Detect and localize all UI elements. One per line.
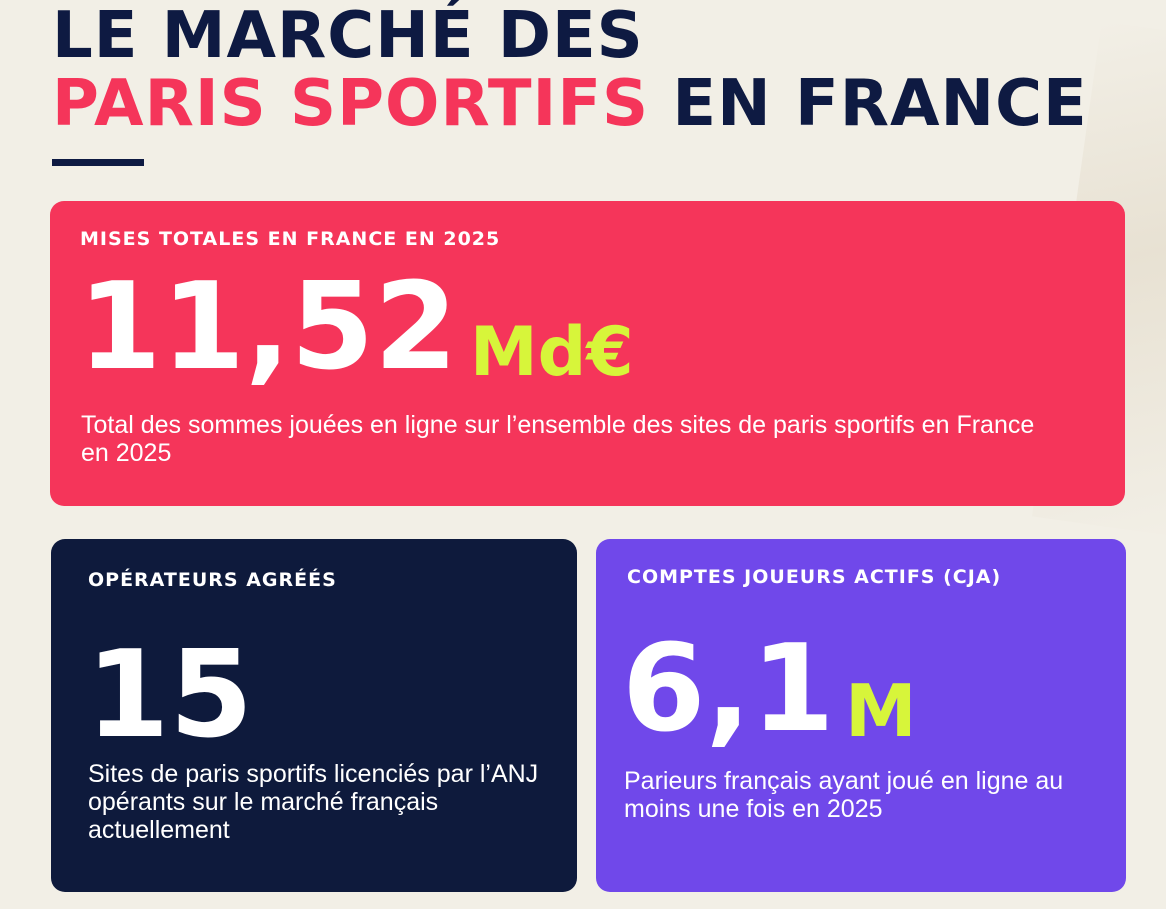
- active-accounts-unit: M: [845, 669, 917, 753]
- total-stakes-label: MISES TOTALES EN FRANCE EN 2025: [80, 228, 501, 250]
- title-line-1: LE MARCHÉ DES: [52, 0, 644, 73]
- active-accounts-card: COMPTES JOUEURS ACTIFS (CJA) 6,1 M Parie…: [596, 539, 1126, 892]
- title-line-2: PARIS SPORTIFS EN FRANCE: [52, 70, 1088, 138]
- operators-label: OPÉRATEURS AGRÉÉS: [88, 569, 337, 591]
- total-stakes-unit: Md€: [470, 313, 634, 392]
- title-underline: [52, 159, 144, 166]
- title-accent: PARIS SPORTIFS: [52, 67, 650, 141]
- active-accounts-description: Parieurs français ayant joué en ligne au…: [624, 767, 1064, 823]
- page-title: LE MARCHÉ DES PARIS SPORTIFS EN FRANCE: [52, 2, 1088, 138]
- total-stakes-value: 11,52: [78, 258, 458, 397]
- operators-value: 15: [86, 626, 253, 765]
- active-accounts-value: 6,1: [622, 620, 835, 759]
- operators-card: OPÉRATEURS AGRÉÉS 15 Sites de paris spor…: [51, 539, 577, 892]
- active-accounts-label: COMPTES JOUEURS ACTIFS (CJA): [627, 566, 1002, 588]
- total-stakes-card: MISES TOTALES EN FRANCE EN 2025 11,52 Md…: [50, 201, 1125, 506]
- operators-description: Sites de paris sportifs licenciés par l’…: [88, 760, 539, 844]
- total-stakes-description: Total des sommes jouées en ligne sur l’e…: [81, 411, 1035, 467]
- title-rest: EN FRANCE: [649, 67, 1088, 141]
